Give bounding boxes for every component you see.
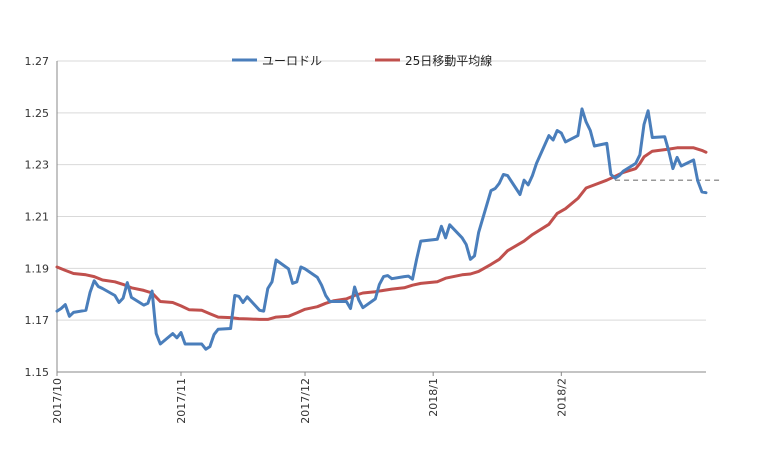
series-line-eurusd bbox=[55, 107, 708, 351]
x-tick-label: 2018/1 bbox=[427, 378, 440, 417]
axes: 1.15 1.17 1.19 1.21 1.23 1.25 1.27 2017/10 2017/… bbox=[25, 55, 706, 424]
legend-label: ユーロドル bbox=[262, 54, 322, 68]
x-tick-label: 2018/2 bbox=[555, 378, 568, 417]
x-tick-label: 2017/12 bbox=[299, 378, 312, 424]
y-tick-label: 1.17 bbox=[25, 314, 50, 327]
x-tick-label: 2017/10 bbox=[51, 378, 64, 424]
legend: ユーロドル 25日移動平均線 bbox=[232, 53, 492, 68]
legend-label: 25日移動平均線 bbox=[405, 53, 492, 68]
x-tick-label: 2017/11 bbox=[175, 378, 188, 424]
series-lines bbox=[55, 107, 722, 351]
y-tick-label: 1.27 bbox=[25, 55, 50, 68]
y-tick-label: 1.23 bbox=[25, 159, 50, 172]
y-tick-label: 1.25 bbox=[25, 107, 50, 120]
y-tick-label: 1.15 bbox=[25, 366, 50, 379]
series-line-25day-ma bbox=[55, 146, 708, 321]
y-tick-label: 1.19 bbox=[25, 262, 50, 275]
y-tick-label: 1.21 bbox=[25, 211, 50, 224]
